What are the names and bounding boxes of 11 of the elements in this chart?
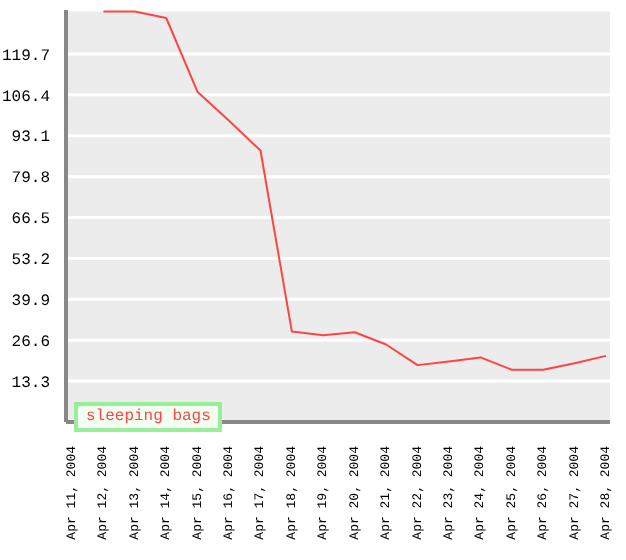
y-tick-label: 66.5 xyxy=(11,211,51,230)
y-tick-label: 119.7 xyxy=(1,47,51,66)
y-tick-label: 13.3 xyxy=(11,374,51,393)
text: sleeping bags xyxy=(86,408,211,426)
y-tick-label: 93.1 xyxy=(11,129,51,148)
y-tick-label: 79.8 xyxy=(11,170,51,189)
line-series xyxy=(102,10,607,371)
y-tick-label: 106.4 xyxy=(1,88,51,107)
y-tick-label: 39.9 xyxy=(11,293,51,311)
y-tick-label: 26.6 xyxy=(11,333,51,352)
y-tick-label: 53.2 xyxy=(11,252,51,271)
